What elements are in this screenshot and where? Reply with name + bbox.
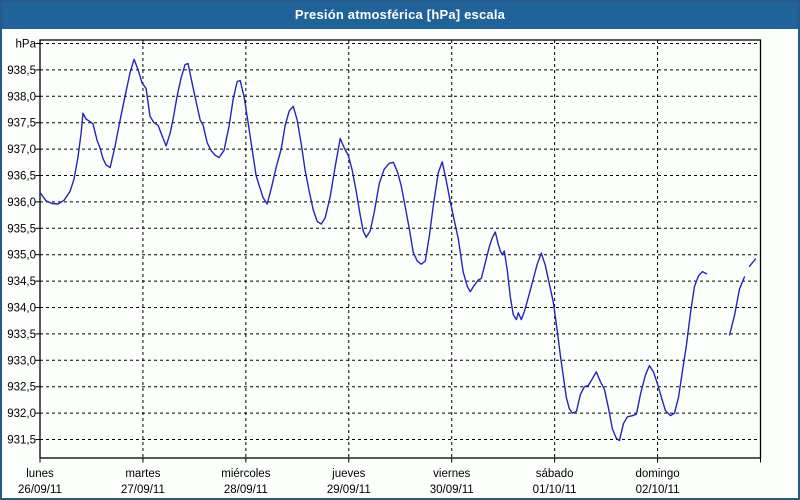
- y-axis-label: 936,0: [7, 197, 36, 209]
- y-axis-unit-label: hPa: [16, 39, 37, 51]
- y-axis-label: 934,5: [7, 276, 36, 288]
- pressure-line: [728, 276, 746, 336]
- y-axis-label: 938,0: [7, 91, 36, 103]
- x-day-date-label: 29/09/11: [327, 484, 371, 496]
- x-day-name-label: sábado: [536, 468, 574, 480]
- y-axis-label: 932,5: [7, 382, 36, 394]
- x-day-date-label: 26/09/11: [18, 484, 62, 496]
- x-day-date-label: 01/10/11: [533, 484, 577, 496]
- x-day-date-label: 02/10/11: [636, 484, 680, 496]
- y-axis-label: 932,0: [7, 408, 36, 420]
- x-day-name-label: viernes: [433, 468, 470, 480]
- y-axis-label: 936,5: [7, 171, 36, 183]
- x-day-date-label: 28/09/11: [224, 484, 268, 496]
- y-axis-label: 934,0: [7, 303, 36, 315]
- pressure-line: [748, 258, 757, 267]
- y-axis-label: 933,5: [7, 329, 36, 341]
- y-axis-label: 931,5: [7, 435, 36, 447]
- chart-title: Presión atmosférica [hPa] escala: [294, 7, 506, 22]
- y-axis-label: 938,5: [7, 65, 36, 77]
- x-day-name-label: lunes: [26, 468, 54, 480]
- plot-frame: [39, 39, 762, 459]
- y-axis-label: 935,5: [7, 223, 36, 235]
- pressure-line: [39, 58, 708, 442]
- x-day-name-label: martes: [125, 468, 160, 480]
- y-axis-label: 935,0: [7, 250, 36, 262]
- y-axis-label: 937,5: [7, 118, 36, 130]
- chart-titlebar: Presión atmosférica [hPa] escala: [0, 0, 800, 29]
- y-axis-label: 933,0: [7, 355, 36, 367]
- x-day-date-label: 27/09/11: [121, 484, 165, 496]
- x-day-name-label: domingo: [636, 468, 680, 480]
- x-day-name-label: miércoles: [221, 468, 270, 480]
- y-axis-label: 937,0: [7, 144, 36, 156]
- x-day-name-label: jueves: [331, 468, 365, 480]
- x-day-date-label: 30/09/11: [430, 484, 474, 496]
